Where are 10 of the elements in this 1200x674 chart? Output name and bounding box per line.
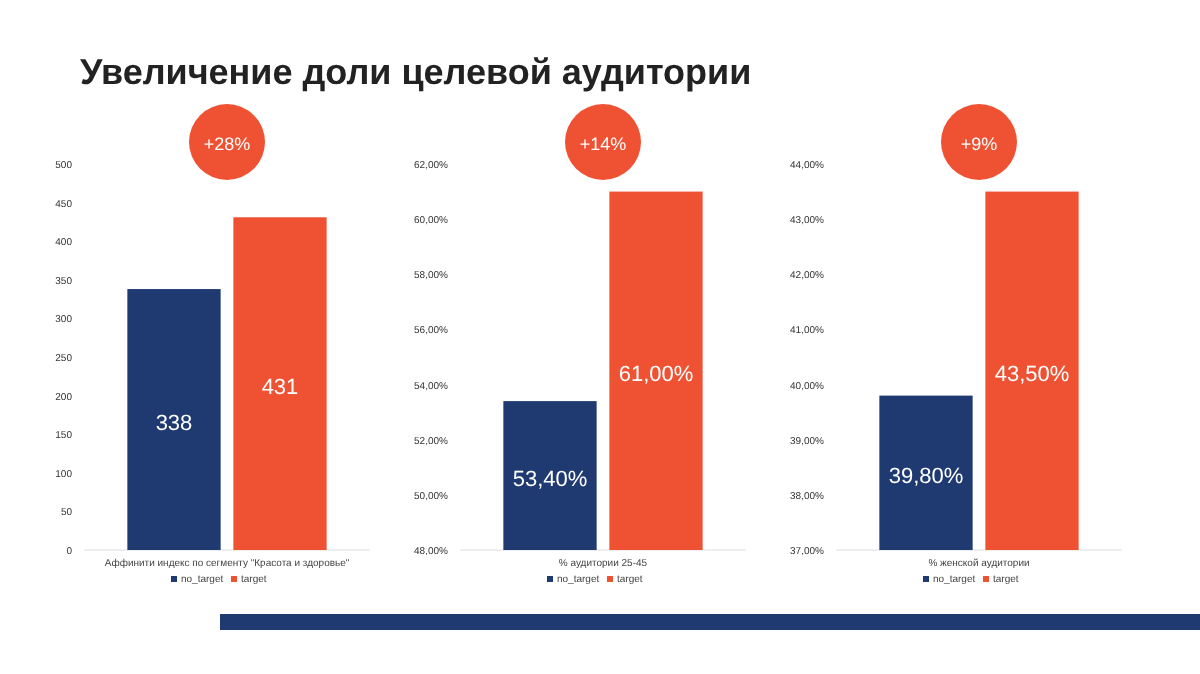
data-label: 53,40% [512,467,588,492]
data-label: 61,00% [618,362,694,387]
data-label: 39,80% [888,464,964,489]
data-label: 431 [261,375,299,400]
text: +28% [203,134,251,154]
data-label: 338 [155,411,193,436]
data-label: 43,50% [994,362,1070,387]
text: +14% [579,134,627,154]
text: +9% [960,134,998,154]
chart-title: Увеличение доли целевой аудитории [80,52,752,92]
